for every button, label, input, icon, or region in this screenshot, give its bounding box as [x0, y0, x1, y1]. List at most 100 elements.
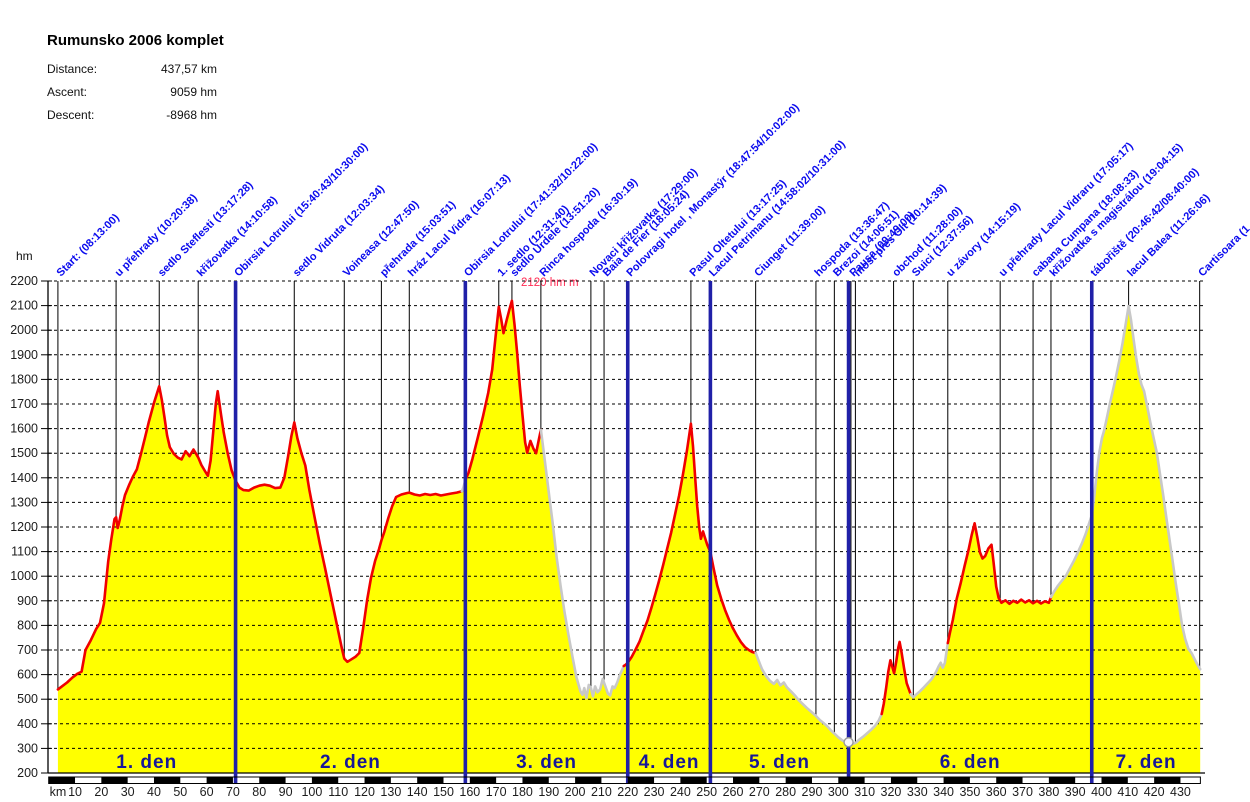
profile-segment-red [880, 640, 913, 716]
stat-descent: Descent: -8968 hm [47, 104, 217, 127]
x-tick-label: 410 [1117, 785, 1138, 799]
day-label: 4. den [639, 752, 700, 773]
profile-segment-gray [909, 641, 950, 699]
y-tick-label: 1700 [10, 397, 38, 411]
scale-bar-block [785, 777, 812, 784]
y-tick-label: 700 [17, 643, 38, 657]
x-tick-label: 430 [1170, 785, 1191, 799]
page-title: Rumunsko 2006 komplet [47, 32, 224, 49]
stat-descent-label: Descent: [47, 108, 95, 122]
x-tick-label: 220 [617, 785, 638, 799]
x-tick-label: 280 [775, 785, 796, 799]
x-tick-label: 400 [1091, 785, 1112, 799]
stat-ascent-label: Ascent: [47, 85, 88, 99]
x-tick-labels: km 10 20 30 40 50 60 70 80 90 100 110 120 130 140 150 16… [50, 785, 1191, 799]
x-tick-label: 80 [252, 785, 266, 799]
x-tick-label: 260 [723, 785, 744, 799]
profile-segment-gray [1049, 304, 1202, 671]
scale-bar-block [733, 777, 760, 784]
y-tick-label: 2000 [10, 323, 38, 337]
x-tick-label: 370 [1012, 785, 1033, 799]
x-tick-label: 40 [147, 785, 161, 799]
y-tick-label: 1100 [11, 545, 38, 559]
stat-ascent-value: 9059 hm [170, 85, 217, 99]
waypoint-label: Cartisoara (1 [1196, 223, 1250, 279]
x-tick-label: 210 [591, 785, 612, 799]
scale-bar-block [627, 777, 655, 784]
profile-line [56, 299, 1202, 746]
scale-bar-block [575, 777, 602, 784]
scale-bar-block [364, 777, 391, 784]
x-tick-label: 90 [279, 785, 293, 799]
x-tick-label: 180 [512, 785, 533, 799]
waypoint-lines [57, 281, 1201, 744]
day-labels: 1. den 2. den 3. den 4. den 5. den 6. den 7. d… [116, 752, 1177, 773]
scale-bar-block [259, 777, 286, 784]
y-tick-label: 900 [17, 594, 38, 608]
y-tick-label: 1500 [10, 446, 38, 460]
day-label: 2. den [320, 752, 381, 773]
waypoint-label: u přehrady (10:20:38) [113, 192, 200, 279]
day-label: 1. den [116, 752, 177, 773]
scale-bar-block [153, 777, 181, 784]
y-tick-label: 500 [17, 692, 38, 706]
x-tick-label: 300 [828, 785, 849, 799]
x-tick-label: 160 [459, 785, 480, 799]
scale-bar-block [1101, 777, 1128, 784]
day-label: 7. den [1116, 752, 1177, 773]
day-label: 3. den [516, 752, 577, 773]
x-tick-label: 130 [380, 785, 401, 799]
x-tick-label: 390 [1065, 785, 1086, 799]
y-tick-label: 1400 [10, 471, 38, 485]
y-tick-labels: 200 300 400 500 600 700 800 900 1000 1100 1200 1300… [10, 274, 38, 780]
scale-bar-frame [48, 776, 1201, 784]
x-tick-label: 20 [94, 785, 108, 799]
x-tick-label: 150 [433, 785, 454, 799]
waypoint-labels: Start: (08:13:00)u přehrady (10:20:38)se… [55, 101, 1250, 279]
profile-segment-gray [539, 428, 626, 700]
y-tick-label: 800 [17, 618, 38, 632]
x-tick-label: 190 [538, 785, 559, 799]
day-label: 6. den [940, 752, 1001, 773]
scale-bar-block [48, 777, 76, 784]
y-tick-label: 1000 [10, 569, 38, 583]
scale-bar-block [206, 777, 233, 784]
max-elevation-annotation: 2120 hm m [521, 277, 579, 289]
position-marker [843, 737, 854, 748]
x-tick-label: 290 [802, 785, 823, 799]
x-tick-label: 120 [354, 785, 375, 799]
x-tick-label: 360 [986, 785, 1007, 799]
scale-bar-block [417, 777, 444, 784]
x-tick-label: 270 [749, 785, 770, 799]
scale-bar-block [1154, 777, 1181, 784]
x-axis-unit-label: km [50, 785, 67, 799]
x-tick-label: 170 [486, 785, 507, 799]
scale-bar-block [943, 777, 970, 784]
stat-distance-value: 437,57 km [160, 62, 217, 76]
x-tick-label: 230 [644, 785, 665, 799]
trip-stats: Distance: 437,57 km Ascent: 9059 hm Descen… [47, 58, 217, 127]
y-axis-unit-label: hm [16, 249, 33, 263]
scale-bar-block [838, 777, 865, 784]
scale-bar-block [996, 777, 1023, 784]
profile-segment-red [622, 422, 758, 668]
stat-distance-label: Distance: [47, 62, 98, 76]
stat-descent-value: -8968 hm [166, 108, 217, 122]
scale-bar-block [1048, 777, 1076, 784]
x-tick-label: 10 [68, 785, 82, 799]
y-tick-label: 1300 [10, 495, 38, 509]
x-tick-label: 340 [933, 785, 954, 799]
x-tick-label: 30 [121, 785, 135, 799]
marker [843, 737, 854, 748]
scale-bar-block [680, 777, 707, 784]
y-tick-label: 2100 [10, 299, 38, 313]
stat-distance: Distance: 437,57 km [47, 58, 217, 81]
scale-bar-block [469, 777, 497, 784]
scale-bar-block [890, 777, 918, 784]
x-tick-label: 240 [670, 785, 691, 799]
stat-ascent: Ascent: 9059 hm [47, 81, 217, 104]
day-boundary-lines [233, 281, 1094, 783]
x-tick-label: 100 [301, 785, 322, 799]
